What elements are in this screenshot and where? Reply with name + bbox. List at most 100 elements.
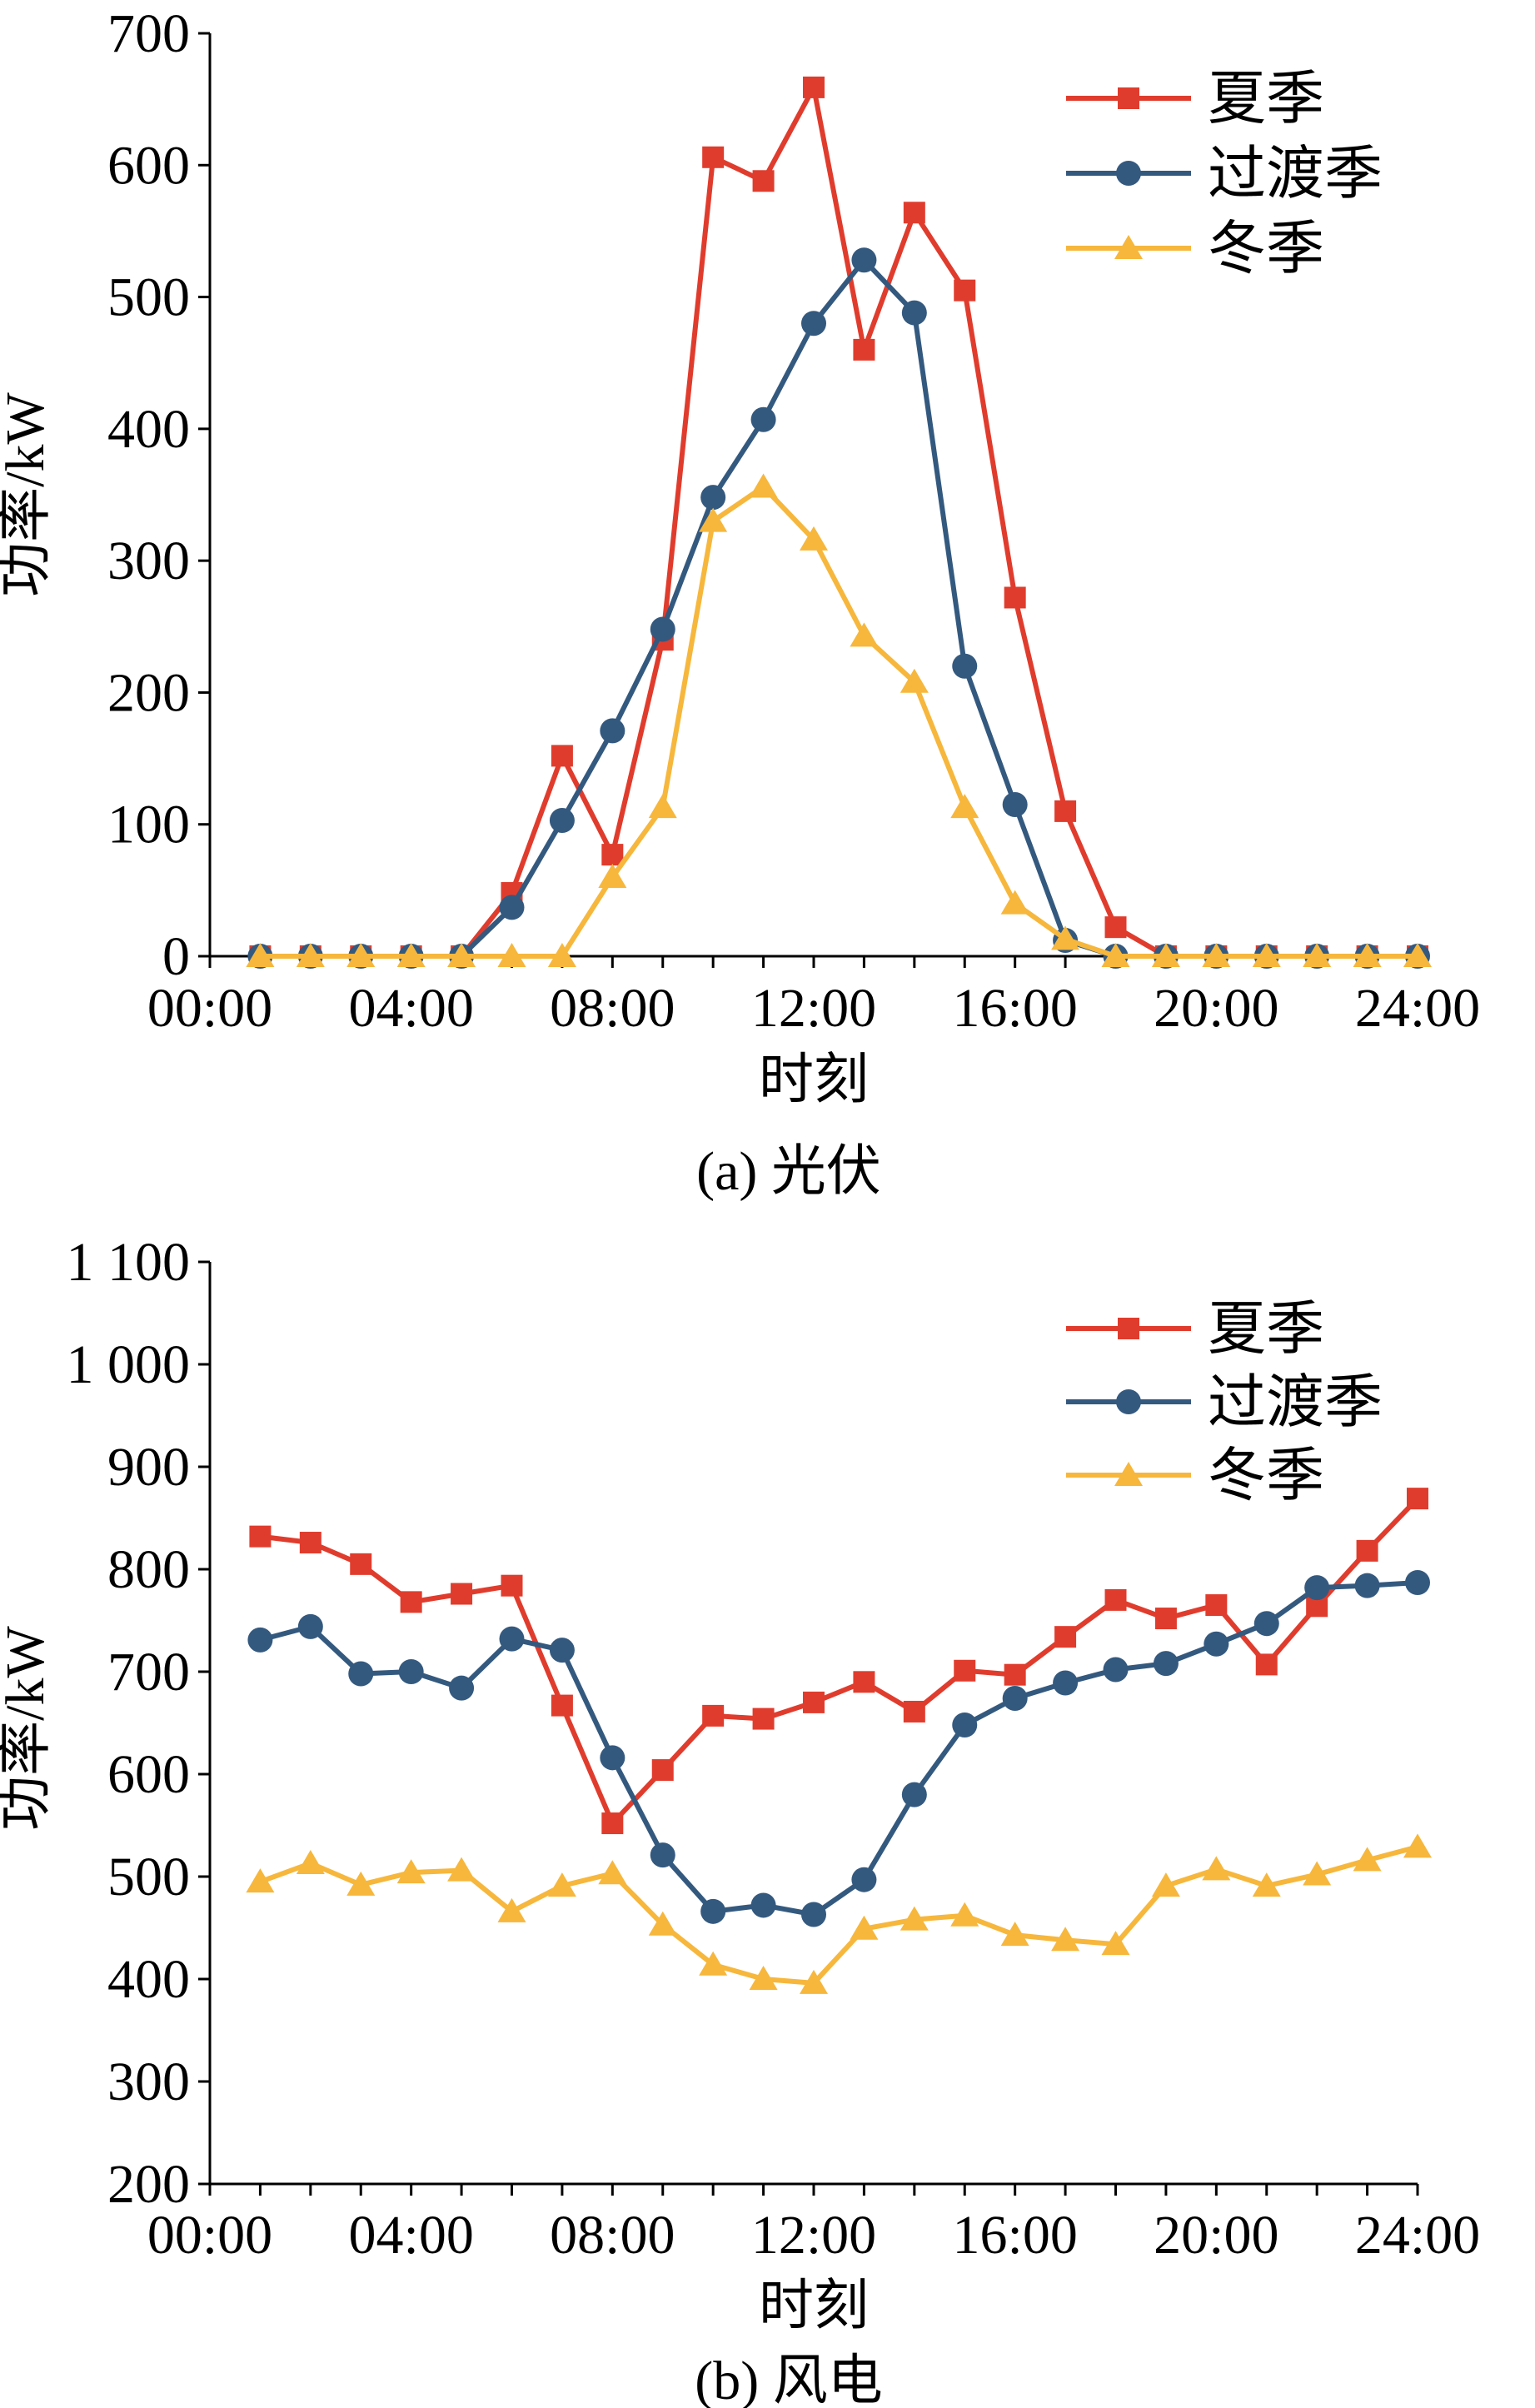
- y-tick-label: 800: [107, 1539, 190, 1600]
- data-point-winter: [699, 507, 728, 532]
- data-point-summer: [1154, 1608, 1177, 1630]
- legend-label-summer: 夏季: [1208, 1298, 1324, 1362]
- data-point-winter: [296, 943, 325, 967]
- y-tick-label: 600: [107, 1744, 190, 1805]
- data-point-winter: [547, 1872, 576, 1897]
- legend-marker-transition: [1116, 161, 1141, 186]
- data-point-winter: [1000, 890, 1029, 915]
- data-point-winter: [800, 1969, 828, 1994]
- series-line-transition: [260, 257, 1418, 959]
- subfigure-caption: (b) 风电: [695, 2351, 882, 2408]
- data-point-winter: [447, 943, 476, 967]
- data-point-summer: [1205, 1594, 1228, 1617]
- data-point-winter: [950, 794, 979, 819]
- data-point-winter: [900, 668, 929, 693]
- data-point-summer: [853, 338, 875, 361]
- data-point-winter: [1051, 1927, 1080, 1952]
- data-point-summer: [752, 170, 775, 192]
- data-point-transition: [700, 1898, 726, 1924]
- data-point-winter: [800, 526, 828, 551]
- x-axis-title: 时刻: [759, 2276, 869, 2336]
- x-tick-label: 12:00: [751, 978, 876, 1039]
- data-point-summer: [299, 1532, 321, 1554]
- data-point-transition: [499, 895, 525, 920]
- x-tick-label: 08:00: [550, 2205, 675, 2266]
- data-point-transition: [297, 1613, 323, 1639]
- data-point-winter: [396, 1859, 426, 1884]
- y-tick-label: 500: [107, 267, 190, 328]
- legend-label-winter: 冬季: [1208, 1444, 1324, 1508]
- y-tick-label: 200: [107, 662, 190, 723]
- data-point-transition: [549, 1638, 575, 1663]
- y-axis-title: 功率/kW: [0, 391, 56, 596]
- data-point-summer: [1054, 1626, 1077, 1648]
- data-point-transition: [1304, 1575, 1330, 1601]
- x-tick-label: 08:00: [550, 978, 675, 1039]
- y-tick-label: 400: [107, 1949, 190, 2010]
- x-tick-label: 20:00: [1154, 2205, 1278, 2266]
- y-tick-label: 300: [107, 2052, 190, 2112]
- data-point-winter: [699, 1951, 728, 1976]
- data-point-transition: [1204, 1631, 1229, 1657]
- data-point-transition: [952, 653, 978, 679]
- data-point-transition: [851, 1867, 877, 1892]
- data-point-transition: [499, 1626, 525, 1652]
- data-point-winter: [497, 1897, 526, 1922]
- data-point-summer: [803, 1691, 825, 1713]
- data-point-winter: [246, 943, 275, 967]
- series-winter: [246, 1833, 1432, 1994]
- data-point-summer: [551, 1694, 573, 1717]
- y-tick-label: 1 000: [67, 1334, 191, 1395]
- data-point-summer: [702, 1704, 725, 1727]
- y-tick-label: 300: [107, 531, 190, 591]
- y-tick-label: 400: [107, 399, 190, 460]
- series-summer: [249, 1488, 1428, 1835]
- data-point-transition: [1002, 1685, 1028, 1711]
- data-point-transition: [600, 718, 625, 744]
- data-point-summer: [954, 279, 976, 302]
- data-point-summer: [1255, 1653, 1278, 1676]
- data-point-summer: [350, 1553, 372, 1575]
- series-transition: [247, 1569, 1430, 1927]
- legend-marker-transition: [1116, 1389, 1141, 1414]
- data-point-winter: [850, 622, 879, 647]
- data-point-summer: [651, 1759, 674, 1782]
- legend-label-winter: 冬季: [1208, 217, 1324, 282]
- x-tick-label: 20:00: [1154, 978, 1278, 1039]
- x-axis-title: 时刻: [759, 1049, 869, 1110]
- y-tick-label: 700: [107, 3, 190, 64]
- legend-marker-summer: [1118, 1318, 1139, 1339]
- subfigure-caption: (a) 光伏: [696, 1141, 881, 1202]
- data-point-winter: [1101, 1931, 1130, 1956]
- data-point-summer: [451, 1583, 473, 1605]
- data-point-transition: [600, 1745, 625, 1771]
- data-point-winter: [1252, 943, 1281, 967]
- data-point-summer: [903, 202, 925, 224]
- data-point-winter: [1303, 1861, 1332, 1886]
- data-point-transition: [1002, 791, 1028, 817]
- data-point-summer: [1054, 800, 1077, 822]
- data-point-summer: [1004, 586, 1026, 609]
- data-point-transition: [750, 1892, 776, 1918]
- legend-marker-winter: [1114, 1462, 1143, 1486]
- data-point-summer: [249, 1525, 272, 1548]
- data-point-transition: [549, 807, 575, 833]
- data-point-transition: [398, 1659, 424, 1684]
- data-point-winter: [296, 1850, 325, 1875]
- data-point-winter: [1252, 1872, 1281, 1897]
- data-point-transition: [449, 1675, 475, 1701]
- data-point-winter: [1303, 943, 1332, 967]
- series-line-summer: [260, 1497, 1420, 1827]
- data-point-transition: [801, 311, 826, 337]
- data-point-transition: [750, 406, 776, 432]
- y-tick-label: 600: [107, 135, 190, 196]
- x-tick-label: 00:00: [147, 978, 272, 1039]
- data-point-summer: [601, 844, 624, 866]
- data-point-transition: [1253, 1611, 1279, 1637]
- data-point-winter: [950, 1902, 979, 1927]
- data-point-winter: [1353, 943, 1382, 967]
- data-point-transition: [650, 616, 675, 642]
- y-tick-label: 200: [107, 2154, 190, 2215]
- data-point-transition: [801, 1902, 826, 1927]
